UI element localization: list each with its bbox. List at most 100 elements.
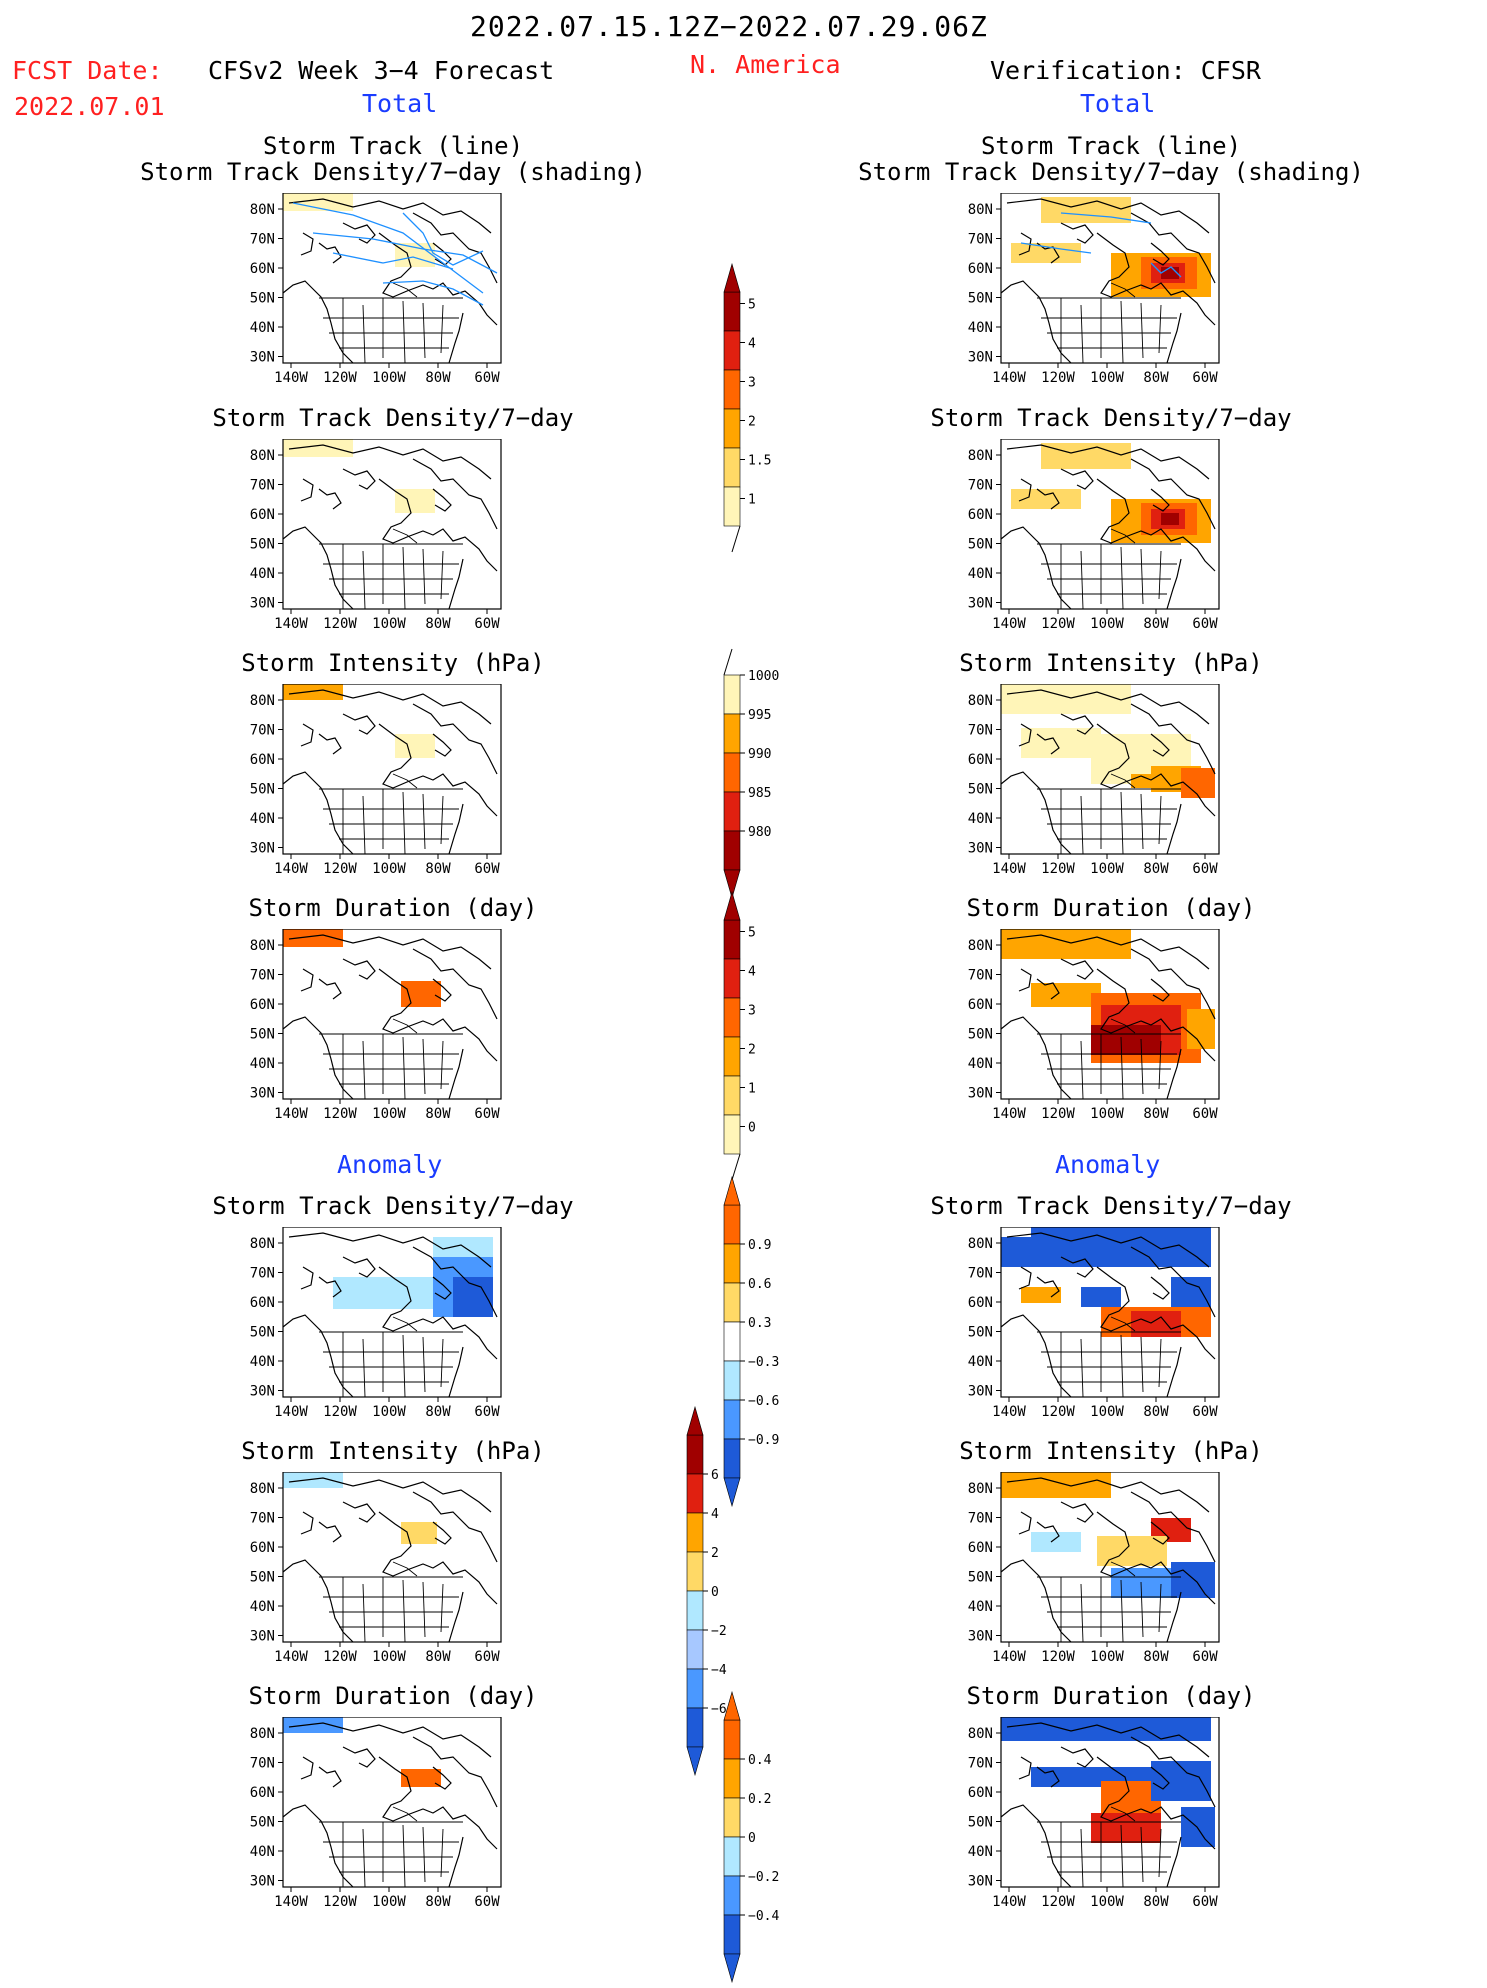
colorbar-segment — [723, 1914, 741, 1955]
lat-tick-label: 40N — [968, 1056, 993, 1072]
lon-tick-label: 100W — [372, 861, 406, 877]
colorbar-segment — [686, 1551, 704, 1592]
lon-tick-label: 140W — [992, 1106, 1026, 1122]
shaded-cell — [333, 1277, 443, 1309]
lon-tick-label: 100W — [1090, 1404, 1124, 1420]
lat-tick-label: 50N — [250, 291, 275, 307]
lon-tick-label: 140W — [992, 861, 1026, 877]
colorbar-segment — [723, 1114, 741, 1155]
lat-tick-label: 50N — [250, 1027, 275, 1043]
colorbar-tick-label: 4 — [748, 337, 756, 352]
shaded-cell — [1181, 1807, 1215, 1847]
lat-tick-label: 70N — [968, 478, 993, 494]
map-left-anom-duration: 80N 70N 60N 50N 40N 30N 140W 120W 100W 80W 60W — [219, 1717, 509, 1917]
colorbar-segment — [723, 1719, 741, 1760]
lon-tick-label: 60W — [474, 616, 500, 632]
colorbar-segment — [723, 408, 741, 449]
shaded-cell — [1171, 1277, 1211, 1307]
lon-tick-label: 140W — [992, 370, 1026, 386]
colorbar-segment — [723, 997, 741, 1038]
left-anom-duration-title: Storm Duration (day) — [248, 1682, 538, 1710]
lat-tick-label: 50N — [250, 1815, 275, 1831]
colorbar-segment — [723, 447, 741, 488]
lon-tick-label: 120W — [1041, 370, 1075, 386]
right-anom-intensity-title: Storm Intensity (hPa) — [959, 1437, 1263, 1465]
lon-tick-label: 100W — [372, 1106, 406, 1122]
shaded-cell — [283, 684, 343, 700]
lon-tick-label: 140W — [992, 1404, 1026, 1420]
lat-tick-label: 70N — [968, 232, 993, 248]
lat-tick-label: 30N — [250, 350, 275, 366]
shaded-cell — [401, 981, 441, 1007]
lat-tick-label: 70N — [250, 1266, 275, 1282]
lon-tick-label: 80W — [425, 1649, 451, 1665]
shaded-cell — [1001, 1472, 1111, 1498]
colorbar-segment — [723, 791, 741, 832]
colorbar-segment — [723, 830, 741, 871]
map-svg: 80N 70N 60N 50N 40N 30N 140W 120W 100W 80W 60W — [250, 193, 502, 386]
map-right-anom-density: 80N 70N 60N 50N 40N 30N 140W 120W 100W 80W 60W — [937, 1227, 1227, 1427]
colorbar-tick-label: −6 — [711, 1702, 727, 1717]
lat-tick-label: 60N — [250, 261, 275, 277]
shaded-cell — [1181, 768, 1215, 798]
map-right-anom-intensity: 80N 70N 60N 50N 40N 30N 140W 120W 100W 80W 60W — [937, 1472, 1227, 1672]
lon-tick-label: 60W — [1192, 861, 1218, 877]
lon-tick-label: 60W — [474, 1649, 500, 1665]
shaded-cell — [283, 439, 353, 457]
colorbar-segment — [723, 674, 741, 715]
lat-tick-label: 60N — [968, 1785, 993, 1801]
shaded-cell — [283, 1717, 343, 1733]
colorbar-tick-label: −2 — [711, 1624, 727, 1639]
colorbar-tick-label: 2 — [748, 415, 756, 430]
colorbar-segment — [723, 1875, 741, 1916]
lat-tick-label: 50N — [250, 537, 275, 553]
shaded-cell — [1001, 1717, 1211, 1741]
lat-tick-label: 30N — [968, 1086, 993, 1102]
lat-tick-label: 40N — [250, 1056, 275, 1072]
lat-tick-label: 80N — [250, 1481, 275, 1497]
lat-tick-label: 30N — [250, 596, 275, 612]
lat-tick-label: 50N — [250, 782, 275, 798]
lat-tick-label: 60N — [250, 1295, 275, 1311]
colorbar-tick-label: 0.3 — [748, 1316, 771, 1331]
lon-tick-label: 120W — [1041, 1404, 1075, 1420]
lat-tick-label: 70N — [250, 232, 275, 248]
shaded-cell — [1001, 929, 1131, 959]
colorbar-segment — [686, 1707, 704, 1748]
colorbar-tick-label: 3 — [748, 1004, 756, 1019]
shaded-cell — [401, 1769, 441, 1787]
shaded-cell — [283, 929, 343, 947]
colorbar-tick-label: 1.5 — [748, 454, 771, 469]
lon-tick-label: 100W — [1090, 1894, 1124, 1910]
colorbar-svg: 0.9 0.6 0.3 −0.3 −0.6 −0.9 — [723, 1175, 779, 1508]
colorbar-segment — [723, 369, 741, 410]
lat-tick-label: 80N — [250, 1726, 275, 1742]
shaded-cell — [1187, 1009, 1215, 1049]
shaded-cell — [1001, 1237, 1031, 1267]
lat-tick-label: 80N — [250, 693, 275, 709]
lat-tick-label: 70N — [968, 968, 993, 984]
colorbar-tick-label: 985 — [748, 786, 771, 801]
lat-tick-label: 40N — [250, 1844, 275, 1860]
lon-tick-label: 100W — [372, 616, 406, 632]
lat-tick-label: 40N — [968, 566, 993, 582]
lon-tick-label: 80W — [1143, 616, 1169, 632]
colorbar-segment — [723, 486, 741, 527]
map-svg: 80N 70N 60N 50N 40N 30N 140W 120W 100W 80W 60W — [250, 684, 502, 877]
colorbar-duration-anom: 0.4 0.2 0 −0.2 −0.4 — [720, 1690, 800, 1988]
lon-tick-label: 100W — [1090, 1649, 1124, 1665]
colorbar-svg: 5 4 3 2 1 0 — [723, 890, 756, 1181]
colorbar-segment — [723, 330, 741, 371]
lat-tick-label: 80N — [968, 448, 993, 464]
shaded-cell — [1001, 684, 1131, 714]
colorbar-tick-label: −0.9 — [748, 1433, 779, 1448]
shaded-cell — [283, 1472, 343, 1488]
lat-tick-label: 60N — [968, 507, 993, 523]
shaded-cell — [1031, 983, 1101, 1007]
map-svg: 80N 70N 60N 50N 40N 30N 140W 120W 100W 80W 60W — [250, 1717, 502, 1910]
colorbar-segment — [723, 1797, 741, 1838]
colorbar-tick-label: 0 — [711, 1585, 719, 1600]
lat-tick-label: 50N — [968, 1815, 993, 1831]
colorbar-tick-label: 1 — [748, 493, 756, 508]
colorbar-segment — [686, 1629, 704, 1670]
